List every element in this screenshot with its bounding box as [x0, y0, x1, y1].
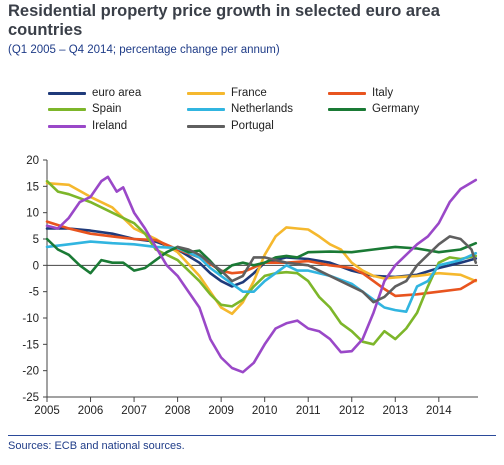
legend-swatch — [187, 107, 225, 111]
series-line-ireland — [45, 175, 478, 374]
y-tick-label: 15 — [26, 181, 39, 193]
chart-title: Residential property price growth in sel… — [8, 2, 440, 39]
legend-item: France — [187, 87, 267, 99]
legend-item: Germany — [328, 103, 419, 115]
x-tick-label: 2009 — [208, 405, 234, 417]
series-line-portugal — [176, 235, 478, 304]
legend-label: Ireland — [92, 120, 128, 132]
legend-label: Germany — [372, 103, 420, 115]
x-tick-label: 2005 — [34, 405, 60, 417]
legend-label: France — [231, 87, 267, 99]
series-line-netherlands — [45, 240, 478, 313]
y-tick-label: 20 — [26, 155, 39, 167]
y-tick-label: -5 — [29, 287, 39, 299]
legend-item: Netherlands — [187, 103, 293, 115]
x-tick-label: 2012 — [339, 405, 365, 417]
x-tick-label: 2011 — [296, 405, 321, 417]
y-tick-label: -15 — [22, 339, 39, 351]
legend-swatch — [187, 91, 225, 95]
series-lines — [45, 175, 478, 374]
x-tick-label: 2014 — [426, 405, 452, 417]
divider — [8, 435, 496, 436]
legend-item: Ireland — [48, 120, 127, 132]
legend-item: Italy — [328, 87, 393, 99]
series-line-spain — [45, 179, 478, 346]
legend-swatch — [328, 107, 366, 111]
series-line-germany — [45, 237, 478, 275]
legend-swatch — [48, 124, 86, 128]
legend: euro area France Italy Spain Netherlands Germ… — [0, 0, 504, 150]
legend-swatch — [187, 124, 225, 128]
legend-item: Spain — [48, 103, 121, 115]
source-note: Sources: ECB and national sources. — [8, 440, 185, 452]
legend-label: Netherlands — [231, 103, 294, 115]
x-tick-label: 2013 — [382, 405, 408, 417]
y-tick-label: -10 — [22, 313, 39, 325]
legend-label: euro area — [92, 87, 142, 99]
y-tick-label: -25 — [22, 392, 39, 404]
y-tick-label: 5 — [33, 234, 39, 246]
chart-subtitle: (Q1 2005 – Q4 2014; percentage change pe… — [8, 44, 280, 56]
x-tick-label: 2008 — [165, 405, 191, 417]
legend-label: Spain — [92, 103, 122, 115]
x-tick-label: 2007 — [121, 405, 147, 417]
legend-swatch — [328, 91, 366, 95]
legend-swatch — [48, 91, 86, 95]
x-tick-label: 2010 — [252, 405, 278, 417]
series-line-italy — [45, 220, 478, 298]
legend-item: Portugal — [187, 120, 274, 132]
legend-item: euro area — [48, 87, 141, 99]
y-tick-label: 0 — [33, 260, 39, 272]
x-tick-label: 2006 — [78, 405, 104, 417]
y-tick-label: 10 — [26, 208, 39, 220]
legend-swatch — [48, 107, 86, 111]
legend-label: Italy — [372, 87, 394, 99]
legend-label: Portugal — [231, 120, 274, 132]
y-tick-label: -20 — [22, 366, 39, 378]
